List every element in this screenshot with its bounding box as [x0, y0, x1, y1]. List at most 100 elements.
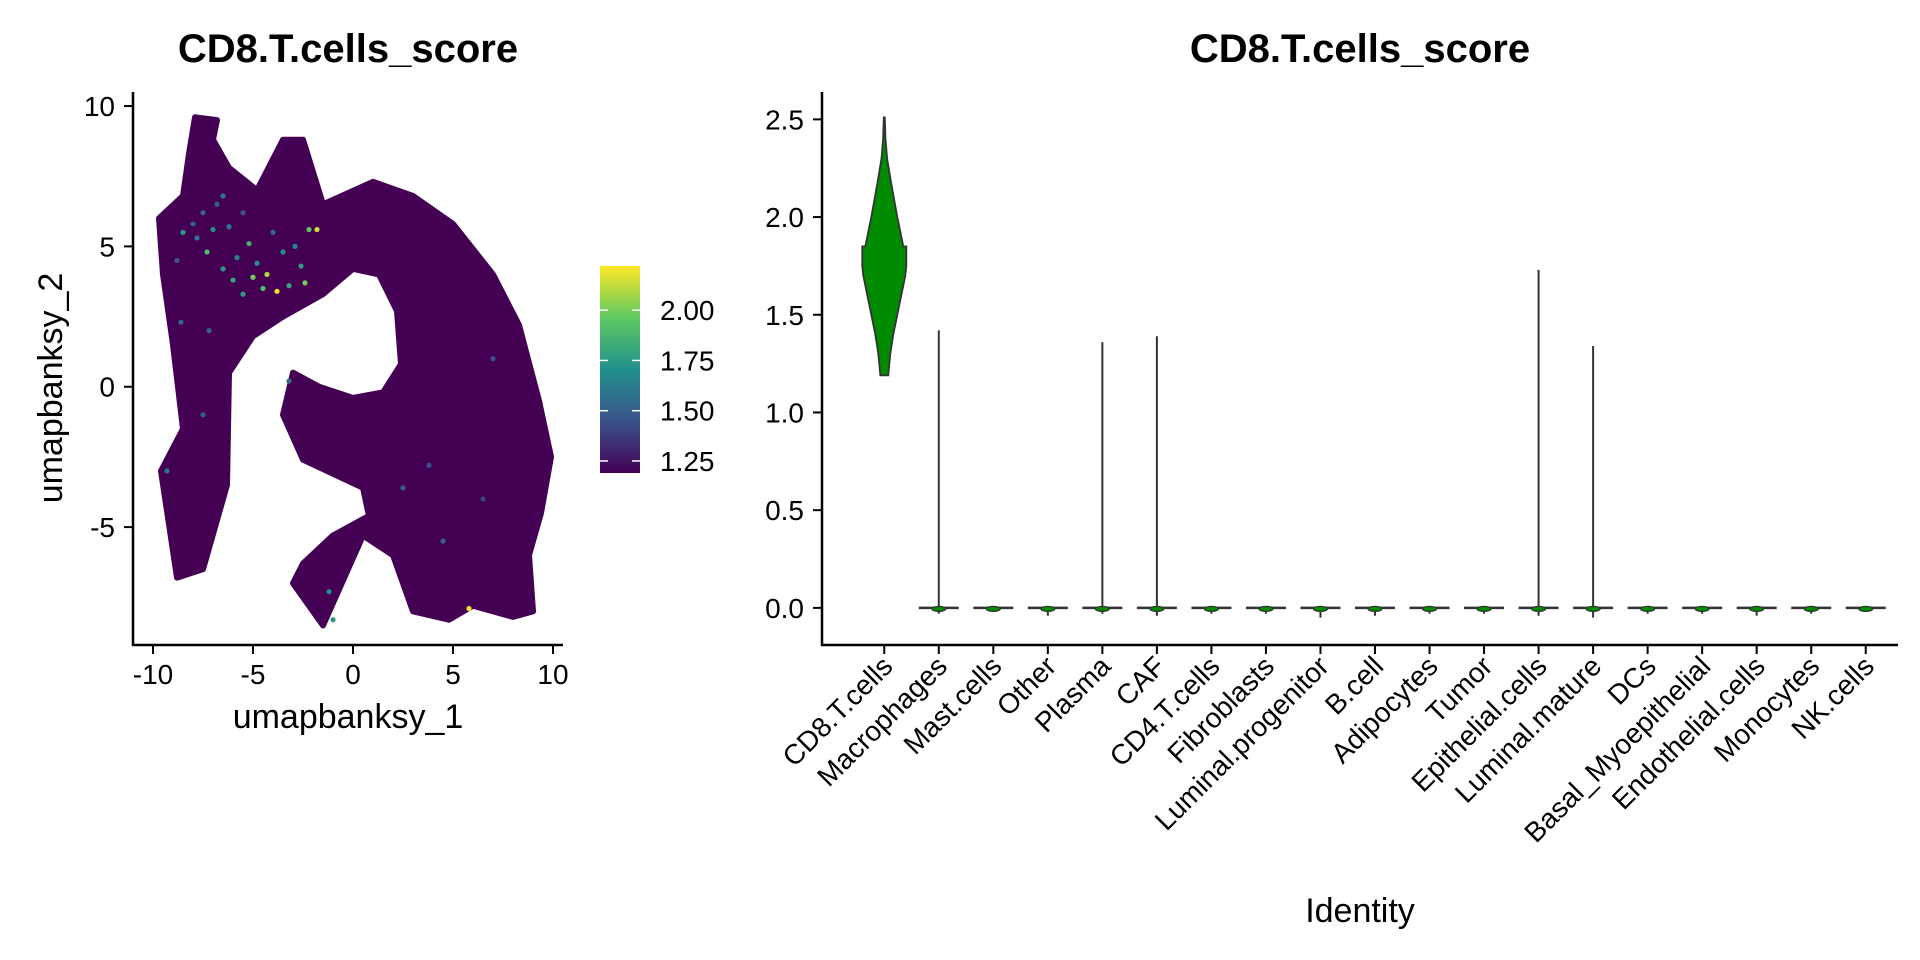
violin-Epithelial.cells	[1518, 269, 1559, 616]
violin-Adipocytes	[1409, 605, 1450, 614]
violin-title: CD8.T.cells_score	[1190, 27, 1530, 71]
umap-x-ticks: -10 -5 0 5 10	[133, 645, 569, 690]
violin-y-ticks: 0.0 0.5 1.0 1.5 2.0 2.5	[765, 104, 822, 624]
umap-x-tick-label: 0	[345, 659, 361, 690]
umap-plot-area	[156, 114, 554, 629]
umap-point	[280, 249, 286, 255]
umap-point	[174, 257, 180, 264]
umap-point	[292, 243, 298, 249]
violin-body	[1476, 605, 1492, 612]
violin-plot-area	[861, 116, 1886, 618]
umap-point	[194, 235, 200, 241]
umap-point	[270, 229, 276, 235]
umap-panel: CD8.T.cells_score -10 -5 0 5 10 -5 0 5 10 umapb…	[32, 27, 715, 736]
umap-point	[264, 271, 270, 278]
umap-point	[490, 356, 496, 362]
colorbar-tick-label: 2.00	[660, 295, 715, 326]
violin-body	[931, 605, 947, 612]
violin-Endothelial.cells	[1736, 605, 1777, 616]
violin-body	[1312, 605, 1329, 612]
colorbar-tick-label: 1.50	[660, 396, 715, 427]
violin-body	[1640, 605, 1656, 612]
umap-point	[250, 274, 256, 280]
umap-y-tick-label: -5	[90, 512, 115, 543]
violin-body	[1203, 605, 1220, 612]
umap-point	[204, 249, 210, 255]
violin-body	[1421, 605, 1438, 612]
umap-point	[220, 266, 226, 272]
violin-y-tick-label: 2.5	[765, 104, 804, 135]
violin-B.cell	[1355, 605, 1395, 616]
umap-point	[164, 468, 170, 474]
umap-point	[302, 280, 308, 286]
violin-body	[985, 605, 1001, 612]
colorbar-gradient	[600, 266, 640, 473]
violin-body	[861, 116, 908, 377]
violin-Fibroblasts	[1245, 605, 1286, 614]
violin-body	[1803, 605, 1819, 612]
violin-y-tick-label: 0.0	[765, 593, 804, 624]
violin-body	[1858, 605, 1874, 612]
umap-y-label: umapbanksy_2	[32, 273, 70, 504]
umap-point	[260, 285, 266, 292]
violin-body	[1367, 605, 1383, 612]
umap-point	[240, 210, 246, 216]
violin-y-tick-label: 0.5	[765, 495, 804, 526]
umap-point	[400, 485, 406, 491]
violin-Mast.cells	[973, 605, 1014, 612]
umap-y-tick-label: 10	[84, 91, 115, 122]
umap-point	[214, 201, 220, 207]
umap-point	[440, 538, 446, 544]
umap-point	[286, 283, 292, 289]
violin-Luminal.progenitor	[1300, 605, 1341, 618]
umap-point	[220, 193, 226, 199]
violin-body	[1094, 605, 1110, 612]
umap-point	[286, 378, 292, 384]
violin-body	[1694, 605, 1710, 612]
violin-CD8.T.cells	[861, 116, 908, 377]
umap-x-tick-label: -10	[133, 659, 173, 690]
umap-point	[306, 226, 312, 233]
umap-point	[200, 412, 206, 418]
umap-point	[274, 288, 280, 294]
violin-NK.cells	[1845, 605, 1886, 612]
umap-title: CD8.T.cells_score	[178, 27, 518, 71]
umap-point	[314, 226, 320, 233]
violin-CAF	[1136, 336, 1177, 616]
violin-Basal_Myoepithelial	[1682, 605, 1723, 614]
violin-Macrophages	[918, 330, 959, 614]
umap-x-tick-label: -5	[241, 659, 266, 690]
umap-x-label: umapbanksy_1	[233, 698, 464, 736]
violin-Plasma	[1082, 342, 1123, 614]
umap-point	[206, 328, 212, 334]
violin-body	[1258, 605, 1274, 612]
umap-point	[330, 617, 336, 623]
violin-Monocytes	[1791, 605, 1832, 614]
violin-body	[1585, 605, 1601, 612]
violin-Other	[1027, 605, 1068, 616]
violin-Luminal.mature	[1573, 346, 1614, 618]
umap-point	[234, 255, 240, 261]
violin-body	[1040, 605, 1056, 612]
umap-point	[180, 229, 186, 235]
umap-x-tick-label: 10	[537, 659, 568, 690]
violin-Tumor	[1464, 605, 1505, 614]
umap-y-tick-label: 5	[99, 231, 115, 262]
umap-point	[254, 260, 260, 266]
violin-y-tick-label: 2.0	[765, 202, 804, 233]
colorbar-tick-label: 1.75	[660, 345, 715, 376]
umap-point	[178, 319, 184, 325]
violin-panel: CD8.T.cells_score 0.0 0.5 1.0 1.5 2.0 2.5 CD8…	[765, 27, 1898, 930]
colorbar-ticks: 1.25 1.50 1.75 2.00	[600, 295, 715, 477]
umap-point	[480, 496, 486, 502]
umap-point	[226, 224, 232, 230]
violin-body	[1530, 605, 1547, 612]
umap-cell-cloud	[156, 114, 554, 629]
umap-point	[326, 589, 332, 595]
violin-y-tick-label: 1.5	[765, 300, 804, 331]
umap-point	[200, 210, 206, 216]
violin-CD4.T.cells	[1191, 605, 1232, 614]
violin-y-tick-label: 1.0	[765, 397, 804, 428]
violin-DCs	[1627, 605, 1668, 614]
violin-x-label: Identity	[1305, 892, 1415, 930]
